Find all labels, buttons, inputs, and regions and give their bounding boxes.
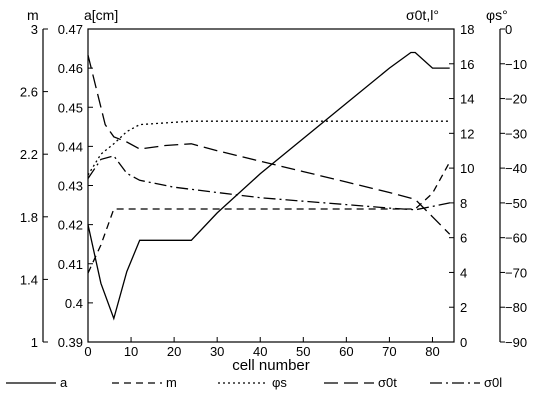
m-tick-label: 1 [31, 335, 38, 350]
phi-tick-label: −70 [505, 265, 527, 280]
series-line-σ0l [87, 155, 450, 211]
sigma-tick-label: 2 [460, 300, 467, 315]
phi-tick-label: −20 [505, 92, 527, 107]
m-tick-label: 2.6 [20, 85, 38, 100]
a-tick-label: 0.44 [58, 139, 83, 154]
m-tick-label: 1.4 [20, 272, 38, 287]
phi-tick-label: 0 [505, 22, 512, 37]
a-tick-label: 0.42 [58, 218, 83, 233]
sigma-tick-label: 10 [460, 161, 474, 176]
x-tick-label: 20 [167, 344, 181, 359]
a-tick-label: 0.45 [58, 100, 83, 115]
sigma-tick-label: 0 [460, 335, 467, 350]
phi-tick-label: −10 [505, 57, 527, 72]
m-tick-label: 3 [31, 22, 38, 37]
x-axis-label: cell number [232, 357, 310, 374]
m-axis-label: m [27, 7, 39, 23]
a-tick-label: 0.47 [58, 22, 83, 37]
sigma-tick-label: 18 [460, 22, 474, 37]
m-tick-label: 1.8 [20, 210, 38, 225]
x-tick-label: 10 [124, 344, 138, 359]
x-tick-label: 80 [425, 344, 439, 359]
x-tick-label: 0 [84, 344, 91, 359]
a-tick-label: 0.41 [58, 257, 83, 272]
sigma-tick-label: 12 [460, 126, 474, 141]
sigma-tick-label: 6 [460, 231, 467, 246]
sigma-tick-label: 8 [460, 196, 467, 211]
series-lines [87, 51, 451, 321]
phi-tick-label: −60 [505, 231, 527, 246]
x-tick-label: 30 [210, 344, 224, 359]
sigma-axis-label: σ0t,l° [406, 7, 439, 23]
legend-label: σ0l [484, 375, 502, 390]
legend: a m φs σ0t σ0l [6, 375, 502, 390]
x-tick-label: 70 [382, 344, 396, 359]
legend-label: m [166, 375, 177, 390]
ticks: 0 10 20 30 40 50 60 70 8011.41.82.22.630.390.40.… [20, 22, 527, 359]
x-tick-label: 40 [253, 344, 267, 359]
series-line-φs [87, 120, 450, 176]
sigma-tick-label: 4 [460, 265, 467, 280]
x-tick-label: 50 [296, 344, 310, 359]
series-line-m [87, 161, 451, 274]
legend-label: σ0t [378, 375, 397, 390]
phi-tick-label: −50 [505, 196, 527, 211]
plot-area [87, 28, 455, 343]
phi-tick-label: −80 [505, 300, 527, 315]
a-axis-label: a[cm] [84, 7, 118, 23]
series-line-a [87, 51, 450, 321]
phi-axis-label: φs° [486, 7, 508, 23]
m-tick-label: 2.2 [20, 147, 38, 162]
series-line-σ0t [87, 54, 451, 235]
phi-tick-label: −90 [505, 335, 527, 350]
a-tick-label: 0.43 [58, 179, 83, 194]
sigma-tick-label: 14 [460, 92, 474, 107]
a-tick-label: 0.4 [65, 296, 83, 311]
legend-label: φs [272, 375, 287, 390]
phi-tick-label: −40 [505, 161, 527, 176]
a-tick-label: 0.39 [58, 335, 83, 350]
a-tick-label: 0.46 [58, 61, 83, 76]
phi-tick-label: −30 [505, 126, 527, 141]
sigma-tick-label: 16 [460, 57, 474, 72]
x-tick-label: 60 [339, 344, 353, 359]
legend-label: a [60, 375, 68, 390]
